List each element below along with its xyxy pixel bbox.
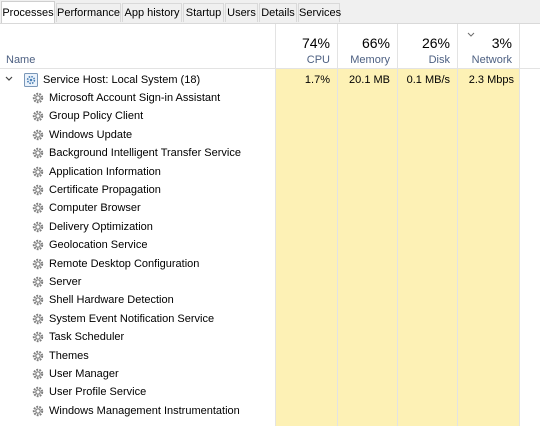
chevron-down-icon[interactable] bbox=[5, 76, 13, 82]
service-row[interactable]: Task Scheduler bbox=[0, 328, 540, 346]
header-divider bbox=[0, 68, 540, 69]
service-name: Computer Browser bbox=[49, 202, 141, 215]
group-memory-value: 20.1 MB bbox=[349, 74, 390, 86]
gear-icon bbox=[32, 405, 44, 416]
column-separator bbox=[397, 24, 398, 426]
name-column-header[interactable]: Name bbox=[0, 24, 275, 68]
sort-chevron-icon bbox=[467, 32, 475, 37]
disk-label: Disk bbox=[428, 54, 450, 66]
service-name: System Event Notification Service bbox=[49, 312, 215, 325]
gear-icon bbox=[32, 350, 44, 361]
tab-users[interactable]: Users bbox=[225, 3, 258, 22]
tab-processes[interactable]: Processes bbox=[1, 1, 55, 23]
service-name: Shell Hardware Detection bbox=[49, 294, 174, 307]
memory-column-header[interactable]: 66% Memory bbox=[338, 24, 397, 68]
service-row[interactable]: User Manager bbox=[0, 365, 540, 383]
gear-icon bbox=[32, 203, 44, 214]
group-disk-value: 0.1 MB/s bbox=[406, 74, 450, 86]
service-row[interactable]: User Profile Service bbox=[0, 383, 540, 401]
service-name: Delivery Optimization bbox=[49, 220, 153, 233]
process-group-name: Service Host: Local System (18) bbox=[43, 74, 201, 86]
cpu-percent: 74% bbox=[301, 35, 330, 51]
service-row[interactable]: Themes bbox=[0, 347, 540, 365]
service-name: Windows Update bbox=[49, 128, 133, 141]
tab-services[interactable]: Services bbox=[298, 3, 341, 22]
service-row[interactable]: Background Intelligent Transfer Service bbox=[0, 144, 540, 162]
service-row[interactable]: Windows Update bbox=[0, 126, 540, 144]
column-separator bbox=[337, 24, 338, 426]
service-name: Application Information bbox=[49, 165, 161, 178]
service-name: Server bbox=[49, 276, 82, 288]
service-row[interactable]: System Event Notification Service bbox=[0, 310, 540, 328]
service-row[interactable]: Windows Management Instrumentation bbox=[0, 402, 540, 420]
tab-strip: Processes Performance App history Startu… bbox=[0, 0, 540, 24]
service-name: Group Policy Client bbox=[49, 110, 144, 123]
gear-icon bbox=[32, 129, 44, 140]
process-group-row[interactable]: Service Host: Local System (18) 1.7% 20.… bbox=[0, 71, 540, 89]
network-column-header[interactable]: 3% Network bbox=[458, 24, 519, 68]
service-name: User Profile Service bbox=[49, 386, 147, 399]
gear-icon bbox=[32, 147, 44, 159]
service-row[interactable]: Certificate Propagation bbox=[0, 181, 540, 199]
gear-icon bbox=[32, 184, 44, 196]
service-row[interactable]: Delivery Optimization bbox=[0, 218, 540, 236]
column-separator bbox=[275, 24, 276, 426]
network-label: Network bbox=[471, 54, 512, 66]
service-row[interactable]: Server bbox=[0, 273, 540, 291]
service-name: Microsoft Account Sign-in Assistant bbox=[49, 92, 221, 104]
gear-icon bbox=[32, 221, 44, 232]
gear-icon bbox=[32, 387, 44, 398]
tab-performance[interactable]: Performance bbox=[56, 3, 121, 22]
service-row[interactable]: Application Information bbox=[0, 163, 540, 181]
disk-percent: 26% bbox=[421, 35, 450, 51]
gear-icon bbox=[32, 239, 44, 251]
gear-icon bbox=[32, 276, 44, 288]
memory-percent: 66% bbox=[361, 35, 390, 51]
gear-icon bbox=[32, 258, 44, 269]
gear-icon bbox=[32, 166, 44, 177]
column-separator bbox=[457, 24, 458, 426]
disk-column-highlight bbox=[398, 69, 457, 426]
service-row[interactable]: Computer Browser bbox=[0, 199, 540, 217]
network-column-highlight bbox=[458, 69, 519, 426]
service-row[interactable]: Microsoft Account Sign-in Assistant bbox=[0, 89, 540, 107]
memory-label: Memory bbox=[350, 54, 390, 66]
service-name: Geolocation Service bbox=[49, 239, 148, 252]
service-name: Windows Management Instrumentation bbox=[49, 404, 240, 417]
service-row[interactable]: Group Policy Client bbox=[0, 107, 540, 125]
memory-column-highlight bbox=[338, 69, 397, 426]
gear-icon bbox=[32, 295, 44, 306]
cpu-column-highlight bbox=[276, 69, 337, 426]
group-network-value: 2.3 Mbps bbox=[468, 74, 514, 86]
service-name: Themes bbox=[49, 349, 89, 362]
service-host-icon bbox=[24, 73, 38, 87]
group-cpu-value: 1.7% bbox=[304, 74, 330, 86]
service-name: Certificate Propagation bbox=[49, 184, 161, 196]
service-name: Background Intelligent Transfer Service bbox=[49, 147, 241, 160]
tab-startup[interactable]: Startup bbox=[183, 3, 224, 22]
gear-icon bbox=[32, 331, 44, 343]
disk-column-header[interactable]: 26% Disk bbox=[398, 24, 457, 68]
gear-icon bbox=[32, 313, 44, 324]
tab-details[interactable]: Details bbox=[259, 3, 297, 22]
tab-app-history[interactable]: App history bbox=[122, 3, 182, 22]
gear-icon bbox=[32, 368, 44, 380]
cpu-label: CPU bbox=[306, 54, 330, 66]
service-row[interactable]: Remote Desktop Configuration bbox=[0, 255, 540, 273]
service-name: User Manager bbox=[49, 368, 119, 380]
network-percent: 3% bbox=[491, 35, 512, 51]
cpu-column-header[interactable]: 74% CPU bbox=[276, 24, 337, 68]
service-row[interactable]: Shell Hardware Detection bbox=[0, 291, 540, 309]
name-column-label: Name bbox=[6, 54, 36, 66]
gear-icon bbox=[32, 92, 44, 104]
column-separator bbox=[519, 24, 520, 426]
service-name: Remote Desktop Configuration bbox=[49, 257, 200, 270]
gear-icon bbox=[32, 111, 44, 122]
service-name: Task Scheduler bbox=[49, 331, 125, 344]
service-row[interactable]: Geolocation Service bbox=[0, 236, 540, 254]
